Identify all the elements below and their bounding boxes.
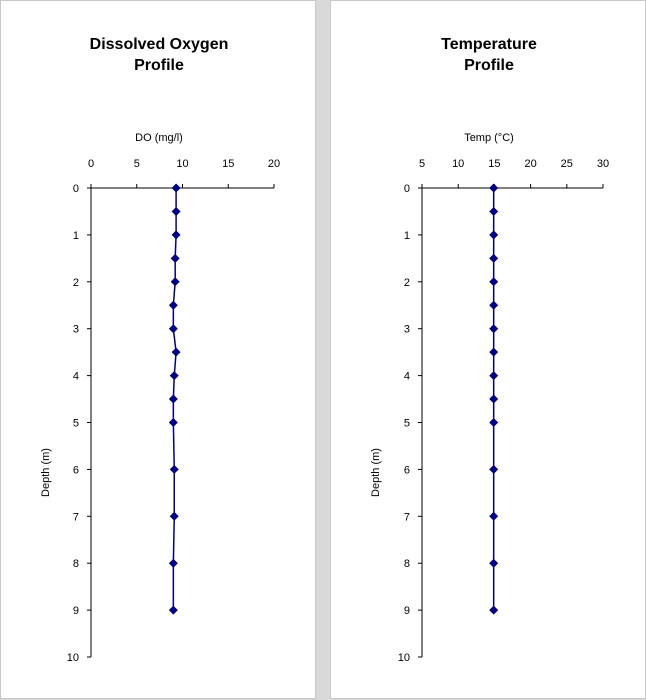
data-point-marker (171, 347, 181, 357)
y-tick-label: 0 (73, 183, 79, 195)
data-point-marker (489, 558, 499, 568)
data-point-marker (489, 418, 499, 427)
data-point-marker (489, 253, 499, 263)
data-point-marker (171, 183, 181, 193)
temperature-profile-plot: 5 10 15 20 25 30 0 1 2 3 4 5 6 7 8 9 10 Depth (m) (370, 158, 609, 664)
temperature-profile-chart-panel: Temperature Profile Temp (°C) 5 10 15 20 25 3… (330, 0, 646, 699)
y-axis-title: Depth (m) (370, 448, 382, 497)
y-tick-label: 3 (404, 324, 410, 336)
x-tick-label: 5 (134, 158, 140, 170)
chart-title-line-2: Profile (464, 57, 514, 74)
x-tick-label: 0 (88, 158, 94, 170)
y-tick-label: 2 (73, 277, 79, 289)
data-point-marker (489, 511, 499, 521)
x-axis-title: DO (mg/l) (135, 132, 183, 144)
data-point-marker (170, 253, 180, 263)
chart-title-line-1: Dissolved Oxygen (89, 36, 229, 53)
data-point-marker (168, 558, 178, 568)
y-tick-label: 4 (73, 371, 79, 383)
x-tick-label: 25 (561, 158, 573, 170)
data-point-marker (168, 394, 178, 404)
y-tick-label: 8 (404, 558, 410, 570)
y-tick-label: 6 (404, 464, 410, 476)
data-point-marker (168, 300, 178, 310)
x-tick-label: 10 (176, 158, 188, 170)
y-axis-title: Depth (m) (40, 448, 52, 497)
data-point-marker (489, 324, 499, 334)
x-tick-label: 10 (452, 158, 464, 170)
data-point-marker (489, 277, 499, 287)
y-tick-label: 6 (73, 464, 79, 476)
y-tick-label: 3 (73, 324, 79, 336)
chart-title-line-1: Temperature (441, 36, 537, 53)
x-axis-title: Temp (°C) (464, 132, 514, 144)
y-tick-label: 1 (404, 230, 410, 242)
data-point-marker (489, 394, 499, 404)
data-point-marker (171, 206, 181, 216)
chart-title-line-2: Profile (134, 57, 184, 74)
chart-title: Temperature Profile (331, 34, 646, 76)
data-point-marker (169, 511, 179, 521)
data-point-marker (171, 230, 181, 240)
data-point-marker (170, 277, 180, 287)
data-point-marker (489, 230, 499, 240)
do-profile-chart-panel: Dissolved Oxygen Profile DO (mg/l) 0 5 10 1… (0, 0, 316, 699)
data-point-marker (489, 300, 499, 310)
x-tick-label: 30 (597, 158, 609, 170)
data-point-marker (168, 605, 178, 615)
x-tick-label: 15 (222, 158, 234, 170)
y-tick-label: 9 (73, 605, 79, 617)
x-tick-label: 15 (488, 158, 500, 170)
x-tick-label: 5 (419, 158, 425, 170)
data-point-marker (489, 183, 499, 193)
y-tick-label: 5 (404, 418, 410, 430)
data-point-marker (169, 371, 179, 381)
y-tick-label: 10 (398, 652, 410, 664)
y-tick-label: 4 (404, 371, 410, 383)
y-tick-label: 7 (73, 511, 79, 523)
data-point-marker (489, 605, 499, 615)
data-point-marker (168, 418, 178, 427)
y-tick-label: 1 (73, 230, 79, 242)
data-point-marker (168, 324, 178, 334)
data-point-marker (489, 371, 499, 381)
x-tick-label: 20 (524, 158, 536, 170)
data-point-marker (489, 206, 499, 216)
x-tick-label: 20 (268, 158, 280, 170)
data-point-marker (489, 347, 499, 357)
y-tick-label: 9 (404, 605, 410, 617)
y-tick-label: 0 (404, 183, 410, 195)
y-tick-label: 2 (404, 277, 410, 289)
y-tick-label: 10 (67, 652, 79, 664)
y-tick-label: 8 (73, 558, 79, 570)
y-tick-label: 5 (73, 418, 79, 430)
do-profile-plot: 0 5 10 15 20 0 1 2 3 4 5 6 7 8 9 10 Depth (m) (40, 158, 280, 664)
data-point-marker (169, 464, 179, 474)
chart-title: Dissolved Oxygen Profile (1, 34, 317, 76)
y-tick-label: 7 (404, 511, 410, 523)
data-point-marker (489, 464, 499, 474)
